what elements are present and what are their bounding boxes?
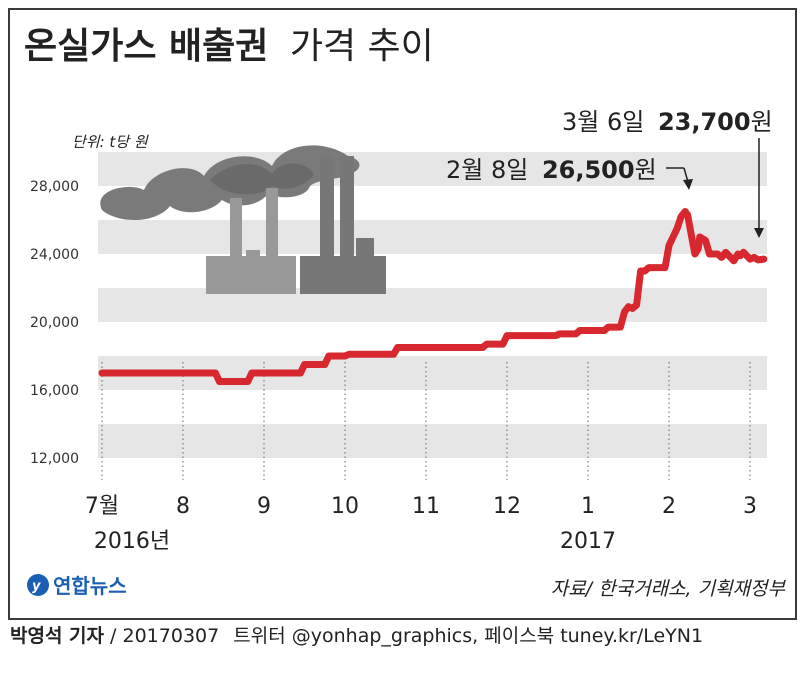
series-line-price	[98, 208, 768, 385]
svg-text:3월 6일 23,700원: 3월 6일 23,700원	[562, 108, 773, 136]
facebook-link: 페이스북 tuney.kr/LeYN1	[484, 625, 704, 647]
y-tick-label: 12,000	[30, 451, 79, 467]
twitter-handle: 트위터 @yonhap_graphics,	[233, 625, 479, 647]
yonhap-logo: y 연합뉴스	[27, 574, 127, 598]
annotation-mar6-value: 23,700	[658, 108, 751, 136]
y-axis-labels: 12,000 16,000 20,000 24,000 28,000	[30, 179, 79, 467]
price-chart: 온실가스 배출권 가격 추이 12,000 16,000 20,000 24,000 2…	[24, 26, 787, 600]
x-tick-label: 11	[412, 494, 440, 519]
y-tick-label: 20,000	[30, 315, 79, 331]
annotation-mar6: 3월 6일 23,700원	[562, 108, 773, 238]
annotation-feb8: 2월 8일 26,500원	[446, 156, 693, 190]
y-tick-label: 16,000	[30, 383, 79, 399]
logo-text: 연합뉴스	[53, 574, 127, 598]
chart-title-bold: 온실가스 배출권	[24, 26, 268, 67]
credits-footer: 박영석 기자 / 20170307 트위터 @yonhap_graphics, …	[10, 622, 800, 652]
y-tick-label: 28,000	[30, 179, 79, 195]
band-2	[98, 288, 767, 322]
x-tick-label: 8	[176, 494, 190, 519]
factory-icon	[100, 145, 386, 294]
year-label: 2017	[560, 529, 616, 554]
annotation-feb8-value: 26,500	[542, 156, 635, 184]
chart-title-light: 가격 추이	[290, 26, 434, 67]
annotation-mar6-date: 3월 6일	[562, 108, 644, 136]
year-label: 2016년	[94, 529, 170, 554]
band-0	[98, 424, 767, 458]
x-tick-label: 9	[257, 494, 271, 519]
x-tick-label: 1	[581, 494, 595, 519]
x-tick-label: 7월	[85, 494, 119, 519]
infographic-frame: 온실가스 배출권 가격 추이 12,000 16,000 20,000 24,000 2…	[8, 8, 797, 620]
chart-title: 온실가스 배출권 가격 추이	[24, 26, 434, 67]
x-tick-label: 10	[331, 494, 359, 519]
source-label: 자료/ 한국거래소, 기획재정부	[551, 578, 787, 600]
svg-text:2월 8일 26,500원: 2월 8일 26,500원	[446, 156, 657, 184]
unit-label: 단위: t당 원	[72, 133, 149, 151]
x-tick-label: 12	[493, 494, 521, 519]
x-tick-label: 3	[743, 494, 757, 519]
y-tick-label: 24,000	[30, 247, 79, 263]
band-3	[98, 220, 767, 254]
annotation-mar6-suffix: 원	[751, 108, 773, 136]
month-guide-lines	[101, 362, 751, 480]
svg-text:y: y	[32, 579, 41, 594]
annotation-feb8-suffix: 원	[635, 156, 657, 184]
annotation-feb8-date: 2월 8일	[446, 156, 528, 184]
reporter-name: 박영석 기자	[10, 625, 105, 647]
x-tick-label: 2	[662, 494, 676, 519]
footer-separator: /	[104, 625, 123, 647]
publish-date: 20170307	[122, 625, 220, 647]
